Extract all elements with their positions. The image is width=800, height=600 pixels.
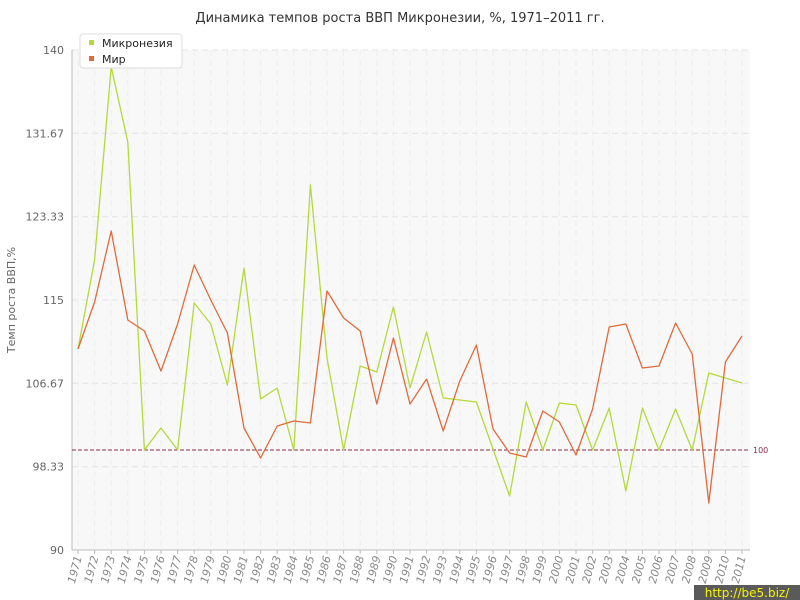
chart-title: Динамика темпов роста ВВП Микронезии, %,… [195, 11, 604, 26]
y-tick-label: 131.67 [26, 127, 65, 140]
watermark-background [694, 585, 800, 600]
watermark-link[interactable]: http://be5.biz/ [705, 586, 790, 600]
legend-label-micronesia: Микронезия [102, 37, 173, 50]
y-tick-label: 123.33 [26, 211, 65, 224]
series-line-0 [77, 66, 743, 497]
reference-line-group: 100 [72, 446, 768, 455]
y-tick-label: 98.33 [33, 461, 65, 474]
legend-box [79, 33, 183, 69]
legend-swatch-world [89, 56, 94, 61]
legend: Микронезия Мир [79, 33, 183, 69]
series-layer [77, 66, 743, 504]
legend-label-world: Мир [102, 53, 126, 66]
y-axis-label: Темп роста ВВП,% [5, 247, 18, 354]
y-tick-label: 115 [43, 294, 64, 307]
legend-swatch-micronesia [89, 40, 94, 45]
watermark[interactable]: http://be5.biz/ [694, 585, 800, 600]
y-tick-label: 106.67 [26, 377, 65, 390]
y-tick-label: 140 [43, 44, 64, 57]
series-line-1 [77, 230, 743, 504]
reference-line-label: 100 [753, 446, 768, 455]
y-tick-labels: 140 131.67 123.33 115 106.67 98.33 90 [26, 44, 65, 557]
y-tick-label: 90 [50, 544, 64, 557]
